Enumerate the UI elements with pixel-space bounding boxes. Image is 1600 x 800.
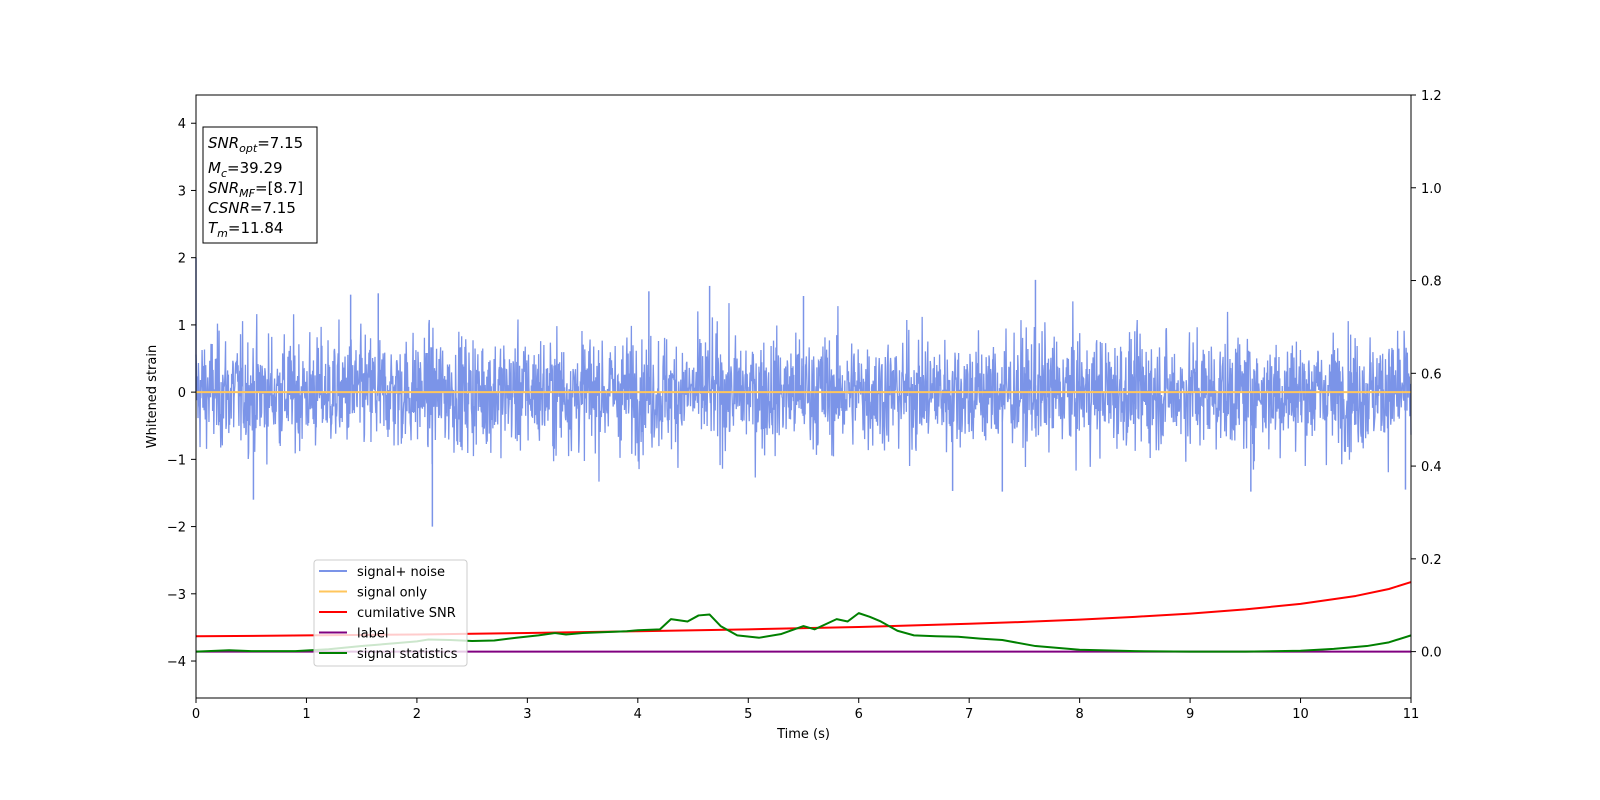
stats-box: SNRopt=7.15Mc=39.29SNRMF=[8.7]CSNR=7.15T… [202, 126, 318, 244]
y-tick-label: 1 [178, 319, 186, 334]
legend-label: signal statistics [357, 647, 458, 662]
y2-tick-label: 1.0 [1421, 182, 1442, 197]
stats-line: Mc=39.29 [208, 159, 283, 180]
y-tick-label: 4 [178, 117, 186, 132]
y-tick-label: −3 [167, 588, 186, 603]
x-tick-label: 10 [1292, 707, 1309, 722]
x-axis-label: Time (s) [776, 727, 830, 742]
legend-label: label [357, 627, 388, 642]
legend-frame [313, 559, 468, 667]
y2-tick-label: 1.2 [1421, 89, 1442, 104]
y-axis-left: 4 3 2 1 0 −1 −2 −3 −4 [167, 117, 196, 670]
x-axis: 0 1 2 3 4 5 6 7 8 9 10 11 [192, 698, 1419, 722]
stats-symbol: M [208, 159, 221, 177]
stats-value: =[8.7] [255, 179, 303, 197]
legend-label: signal+ noise [357, 565, 445, 580]
stats-line: CSNR=7.15 [208, 199, 296, 217]
stats-symbol: T [208, 219, 219, 237]
legend: signal+ noise signal only cumilative SNR la… [313, 559, 468, 667]
x-tick-label: 6 [855, 707, 863, 722]
stats-line: SNRMF=[8.7] [208, 179, 303, 200]
x-tick-label: 7 [965, 707, 973, 722]
x-tick-label: 8 [1075, 707, 1083, 722]
stats-subscript: c [221, 167, 227, 180]
x-tick-label: 3 [523, 707, 531, 722]
stats-subscript: m [217, 227, 228, 240]
stats-line: Tm=11.84 [208, 219, 283, 240]
stats-symbol: CSNR [208, 199, 250, 217]
y-axis-label: Whitened strain [145, 345, 160, 448]
stats-value: =7.15 [257, 134, 303, 152]
x-tick-label: 9 [1186, 707, 1194, 722]
stats-subscript: MF [239, 187, 255, 200]
x-tick-label: 4 [634, 707, 642, 722]
x-tick-label: 0 [192, 707, 200, 722]
stats-box-frame [202, 126, 318, 244]
stats-value: =39.29 [227, 159, 283, 177]
y-tick-label: 3 [178, 184, 186, 199]
x-tick-label: 2 [413, 707, 421, 722]
x-tick-label: 5 [744, 707, 752, 722]
stats-line: SNRopt=7.15 [208, 134, 303, 155]
y-tick-label: −1 [167, 453, 186, 468]
y-tick-label: −2 [167, 521, 186, 536]
y-tick-label: −4 [167, 655, 186, 670]
x-tick-label: 11 [1403, 707, 1420, 722]
plot-frame [195, 94, 1412, 699]
legend-label: cumilative SNR [357, 606, 456, 621]
stats-value: =7.15 [250, 199, 296, 217]
legend-label: signal only [357, 586, 427, 601]
y2-tick-label: 0.4 [1421, 460, 1442, 475]
stats-symbol: SNR [208, 179, 239, 197]
stats-symbol: SNR [208, 134, 239, 152]
y2-tick-label: 0.8 [1421, 275, 1442, 290]
y2-tick-label: 0.2 [1421, 553, 1442, 568]
series-line-cumilative-snr [195, 581, 1412, 638]
y-tick-label: 0 [178, 386, 186, 401]
stats-subscript: opt [239, 142, 258, 155]
y-tick-label: 2 [178, 252, 186, 267]
y2-tick-label: 0.6 [1421, 367, 1442, 382]
x-tick-label: 1 [302, 707, 310, 722]
y2-tick-label: 0.0 [1421, 646, 1442, 661]
stats-value: =11.84 [228, 219, 284, 237]
y-axis-right: 1.2 1.0 0.8 0.6 0.4 0.2 0.0 [1411, 89, 1442, 661]
series-signal-noise [195, 257, 1412, 527]
